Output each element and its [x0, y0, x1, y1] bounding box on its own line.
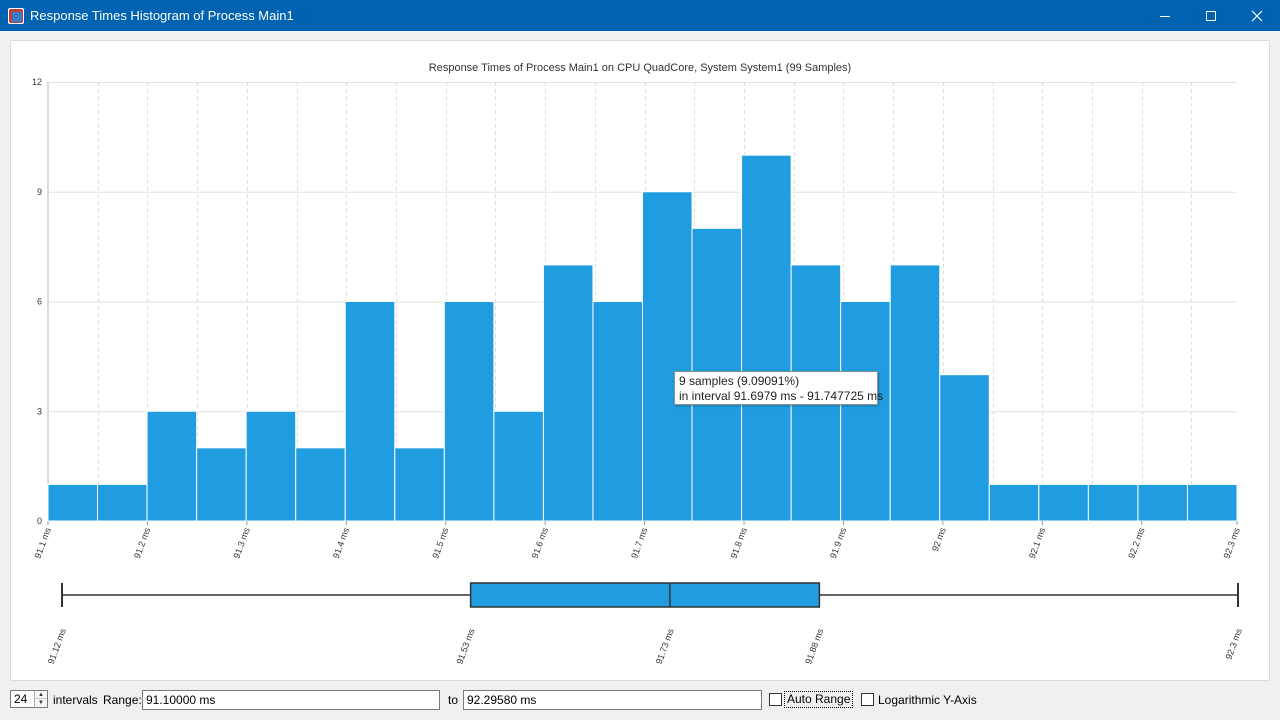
- x-tick-label: 92.2 ms: [1126, 526, 1147, 560]
- intervals-spinbox[interactable]: 24 ▲ ▼: [10, 690, 48, 708]
- x-tick-label: 91.3 ms: [231, 526, 252, 560]
- spin-down-icon[interactable]: ▼: [38, 700, 44, 706]
- close-icon: [1251, 10, 1263, 21]
- boxplot-label: 92.3 ms: [1224, 627, 1245, 661]
- histogram-bar: [196, 447, 247, 522]
- histogram-bar: [394, 447, 445, 522]
- boxplot-label: 91.53 ms: [454, 627, 476, 666]
- tooltip-samples: 9 samples (9.09091%): [679, 374, 800, 388]
- range-from-field[interactable]: 91.10000 ms: [142, 690, 440, 710]
- boxplot-label: 91.12 ms: [46, 627, 68, 666]
- boxplot-label: 91.73 ms: [654, 627, 676, 666]
- to-label: to: [448, 693, 459, 707]
- boxplot-label: 91.88 ms: [803, 627, 825, 666]
- y-tick-label: 9: [37, 187, 42, 197]
- histogram-bar: [889, 264, 941, 522]
- x-tick-label: 91.1 ms: [33, 526, 54, 560]
- histogram-bar: [493, 410, 544, 522]
- y-tick-label: 6: [37, 297, 42, 307]
- minimize-icon: [1160, 15, 1170, 17]
- histogram-bar: [840, 301, 891, 522]
- histogram-bar: [146, 410, 198, 522]
- tooltip-interval: in interval 91.6979 ms - 91.747725 ms: [679, 389, 884, 403]
- histogram-bar: [1038, 483, 1089, 522]
- title-bar: Response Times Histogram of Process Main…: [0, 0, 1280, 31]
- range-to-field[interactable]: 92.29580 ms: [463, 690, 762, 710]
- histogram-bar: [245, 410, 297, 522]
- x-tick-label: 92.1 ms: [1027, 526, 1048, 560]
- x-tick-label: 91.4 ms: [331, 526, 352, 560]
- histogram-bar: [642, 191, 693, 522]
- boxplot-box: [469, 582, 821, 608]
- histogram-bar: [939, 374, 990, 522]
- y-tick-label: 0: [37, 516, 42, 526]
- bottom-toolbar: 24 ▲ ▼ intervals Range: 91.10000 ms to 9…: [0, 688, 1280, 712]
- x-tick-label: 91.7 ms: [629, 526, 650, 560]
- y-tick-label: 12: [32, 77, 42, 87]
- histogram-bar: [542, 264, 594, 522]
- y-tick-label: 3: [37, 406, 42, 416]
- intervals-value[interactable]: 24: [14, 692, 28, 706]
- histogram-bar: [1087, 483, 1139, 522]
- spin-buttons: ▲ ▼: [34, 691, 47, 707]
- maximize-button[interactable]: [1188, 0, 1234, 31]
- app-icon: [8, 8, 24, 24]
- histogram-bar: [1186, 483, 1238, 522]
- histogram-bar: [592, 301, 643, 522]
- x-tick-label: 92.3 ms: [1222, 526, 1243, 560]
- histogram-bar: [97, 483, 148, 522]
- histogram-bar: [295, 447, 346, 522]
- window-title: Response Times Histogram of Process Main…: [30, 8, 294, 23]
- histogram-chart[interactable]: 0 3 6 9 12 91.1 ms 91.2 ms 91.3 ms 91.4 ms 91.5 m…: [0, 0, 1280, 690]
- x-tick-label: 91.5 ms: [430, 526, 451, 560]
- maximize-icon: [1206, 10, 1216, 21]
- x-tick-label: 91.9 ms: [828, 526, 849, 560]
- x-tick-label: 91.2 ms: [132, 526, 153, 560]
- log-axis-label[interactable]: Logarithmic Y-Axis: [878, 693, 977, 707]
- x-tick-label: 91.8 ms: [729, 526, 750, 560]
- range-label: Range:: [103, 693, 142, 707]
- log-axis-checkbox[interactable]: [861, 693, 874, 706]
- auto-range-label[interactable]: Auto Range: [784, 691, 854, 708]
- bar-tooltip: 9 samples (9.09091%) in interval 91.6979…: [674, 371, 884, 405]
- auto-range-checkbox[interactable]: [769, 693, 782, 706]
- histogram-bar: [443, 301, 495, 522]
- chart-title: Response Times of Process Main1 on CPU Q…: [428, 62, 852, 74]
- spin-up-icon[interactable]: ▲: [35, 691, 47, 699]
- histogram-bar: [741, 154, 792, 522]
- histogram-bar: [344, 301, 396, 522]
- intervals-label: intervals: [53, 693, 98, 707]
- x-tick-label: 92 ms: [930, 526, 948, 553]
- histogram-bar: [47, 483, 99, 522]
- close-button[interactable]: [1234, 0, 1280, 31]
- histogram-bar: [988, 483, 1040, 522]
- histogram-bar: [1137, 483, 1188, 522]
- minimize-button[interactable]: [1142, 0, 1188, 31]
- x-tick-label: 91.6 ms: [530, 526, 551, 560]
